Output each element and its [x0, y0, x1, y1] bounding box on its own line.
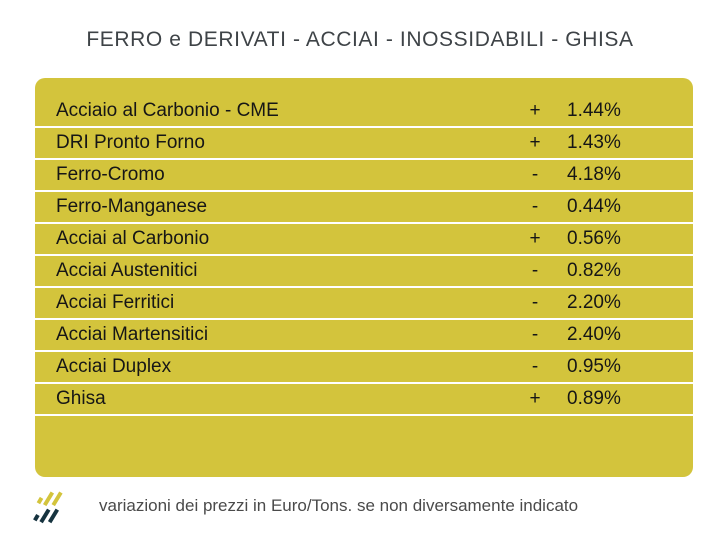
table-row: Acciai Ferritici - 2.20% — [35, 288, 693, 320]
footer: variazioni dei prezzi in Euro/Tons. se n… — [33, 486, 693, 526]
row-sign: - — [531, 292, 539, 313]
row-sign: - — [531, 324, 539, 345]
row-label: Acciai Austenitici — [56, 260, 198, 281]
row-sign: - — [531, 356, 539, 377]
table-row: Acciai Austenitici - 0.82% — [35, 256, 693, 288]
row-label: Ghisa — [56, 388, 106, 409]
table-row: Ferro-Manganese - 0.44% — [35, 192, 693, 224]
footer-note: variazioni dei prezzi in Euro/Tons. se n… — [99, 496, 579, 515]
table-row: Acciai Duplex - 0.95% — [35, 352, 693, 384]
row-sign: + — [529, 228, 541, 249]
row-label: Acciai Duplex — [56, 356, 172, 377]
table-row: Ferro-Cromo - 4.18% — [35, 160, 693, 192]
row-sign: + — [529, 132, 541, 153]
row-value: 2.40% — [567, 324, 621, 345]
row-value: 0.56% — [567, 228, 621, 249]
row-label: Ferro-Cromo — [56, 164, 165, 185]
page-title: FERRO e DERIVATI - ACCIAI - INOSSIDABILI… — [86, 28, 634, 51]
row-sign: - — [531, 164, 539, 185]
row-sign: + — [529, 100, 541, 121]
row-value: 1.43% — [567, 132, 621, 153]
row-value: 0.95% — [567, 356, 621, 377]
row-label: DRI Pronto Forno — [56, 132, 205, 153]
row-sign: - — [531, 260, 539, 281]
table-row: Acciai Martensitici - 2.40% — [35, 320, 693, 352]
price-table: Acciaio al Carbonio - CME + 1.44% DRI Pr… — [35, 78, 693, 477]
row-label: Acciaio al Carbonio - CME — [56, 100, 279, 121]
row-label: Ferro-Manganese — [56, 196, 208, 217]
table-row: DRI Pronto Forno + 1.43% — [35, 128, 693, 160]
table-row: Ghisa + 0.89% — [35, 384, 693, 416]
row-value: 2.20% — [567, 292, 621, 313]
table-row: Acciai al Carbonio + 0.56% — [35, 224, 693, 256]
row-sign: + — [529, 388, 541, 409]
table-row: Acciaio al Carbonio - CME + 1.44% — [35, 96, 693, 128]
row-label: Acciai Ferritici — [56, 292, 175, 313]
row-label: Acciai al Carbonio — [56, 228, 210, 249]
row-value: 0.82% — [567, 260, 621, 281]
row-value: 0.89% — [567, 388, 621, 409]
row-sign: - — [531, 196, 539, 217]
row-label: Acciai Martensitici — [56, 324, 209, 345]
row-value: 1.44% — [567, 100, 621, 121]
row-value: 0.44% — [567, 196, 621, 217]
siderweb-slashes-icon — [33, 491, 63, 524]
row-value: 4.18% — [567, 164, 621, 185]
